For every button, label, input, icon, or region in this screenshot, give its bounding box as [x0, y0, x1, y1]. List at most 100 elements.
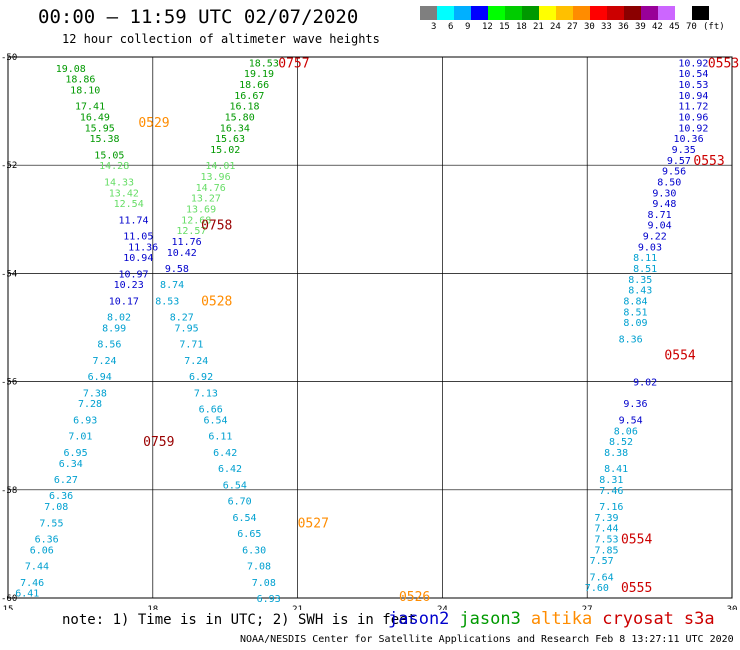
wave-height-point: 8.43 [628, 286, 652, 297]
wave-height-point: 7.08 [44, 502, 68, 513]
wave-height-point: 10.53 [678, 80, 708, 91]
y-tick-label: -56 [1, 378, 17, 388]
wave-height-point: 6.06 [30, 545, 54, 556]
y-tick-label: -50 [1, 53, 17, 63]
wave-height-point: 7.39 [594, 513, 618, 524]
pass-labels: 0757 0529 0758 0528 0759 0527 0526 0553 0553 0554… [138, 56, 739, 605]
x-tick-label: 15 [3, 605, 14, 610]
wave-height-point: 15.02 [210, 145, 240, 156]
color-swatch [505, 6, 522, 20]
wave-height-point: 15.80 [225, 113, 255, 124]
wave-height-point: 8.27 [170, 313, 194, 324]
wave-height-point: 6.11 [208, 432, 232, 443]
color-swatch [471, 6, 488, 20]
wave-height-point: 6.27 [54, 475, 78, 486]
pass-time-label: 0554 [621, 532, 652, 547]
wave-height-point: 8.99 [102, 324, 126, 335]
wave-height-point: 8.06 [614, 426, 638, 437]
wave-height-point: 6.42 [218, 464, 242, 475]
color-swatch [607, 6, 624, 20]
pass-time-label: 0528 [201, 294, 232, 309]
color-swatch [539, 6, 556, 20]
wave-height-point: 8.09 [623, 318, 647, 329]
wave-height-point: 12.57 [176, 226, 206, 237]
wave-height-point: 18.86 [65, 75, 95, 86]
color-scale-label: 33 [601, 22, 612, 32]
pass-time-label: 0553 [708, 56, 739, 71]
wave-height-point: 16.18 [229, 102, 259, 113]
wave-height-point: 17.41 [75, 102, 105, 113]
wave-height-point: 10.17 [109, 296, 139, 307]
wave-height-point: 7.44 [594, 524, 618, 535]
wave-height-point: 6.94 [88, 372, 112, 383]
wave-height-point: 13.27 [191, 194, 221, 205]
wave-height-point: 18.66 [239, 80, 269, 91]
wave-height-point: 8.11 [633, 253, 657, 264]
wave-height-point: 9.35 [672, 145, 696, 156]
wave-height-point: 8.74 [160, 280, 184, 291]
pass-time-label: 0553 [693, 154, 724, 169]
wave-height-point: 7.01 [68, 432, 92, 443]
wave-height-point: 10.94 [678, 91, 708, 102]
wave-height-point: 6.95 [64, 448, 88, 459]
color-swatch [624, 6, 641, 20]
legend-entry: cryosat [602, 609, 674, 629]
wave-height-point: 11.72 [678, 102, 708, 113]
wave-height-point: 6.92 [189, 372, 213, 383]
color-scale-label: 9 [465, 22, 471, 32]
satellite-legend: jason2 jason3 altika cryosat s3a [388, 609, 725, 629]
color-scale-label: 42 [652, 22, 663, 32]
wave-height-point: 7.46 [20, 578, 44, 589]
wave-height-point: 14.33 [104, 177, 134, 188]
wave-height-point: 14.01 [205, 161, 235, 172]
wave-height-point: 8.52 [609, 437, 633, 448]
color-swatch [590, 6, 607, 20]
chart-subtitle: 12 hour collection of altimeter wave hei… [62, 32, 380, 46]
wave-height-point: 10.97 [118, 269, 148, 280]
wave-height-point: 8.53 [155, 296, 179, 307]
wave-height-point: 9.02 [633, 378, 657, 389]
wave-height-point: 9.48 [652, 199, 676, 210]
wave-height-plot: 15 18 21 24 27 30 -50 -52 -54 -56 -58 -60 19.0818.8… [1, 53, 739, 610]
wave-height-point: 12.68 [181, 215, 211, 226]
wave-height-point: 7.24 [92, 356, 116, 367]
wave-height-point: 6.54 [223, 480, 247, 491]
color-scale-label: (ft) [703, 22, 725, 32]
wave-height-point: 6.70 [228, 497, 252, 508]
pass-time-label: 0529 [138, 116, 169, 131]
wave-height-point: 7.53 [594, 534, 618, 545]
x-tick-label: 18 [147, 605, 158, 610]
wave-height-point: 8.35 [628, 275, 652, 286]
color-scale-label: 70 [686, 22, 697, 32]
wave-height-point: 10.96 [678, 113, 708, 124]
color-scale-label: 30 [584, 22, 595, 32]
legend-entry: jason2 [388, 609, 450, 629]
y-tick-label: -58 [1, 486, 17, 496]
wave-height-point: 15.95 [85, 123, 115, 134]
wave-height-point: 10.94 [123, 253, 153, 264]
x-tick-label: 24 [437, 605, 448, 610]
wave-height-point: 10.36 [674, 134, 704, 145]
pass-time-label: 0554 [664, 349, 695, 364]
wave-height-point: 6.93 [257, 594, 281, 605]
wave-height-point: 9.30 [652, 188, 676, 199]
y-tick-label: -54 [1, 269, 17, 279]
color-swatch [641, 6, 658, 20]
wave-height-point: 18.10 [70, 85, 100, 96]
pass-time-label: 0555 [621, 581, 652, 596]
wave-height-point: 8.38 [604, 448, 628, 459]
wave-height-point: 8.31 [599, 475, 623, 486]
wave-height-point: 6.36 [49, 491, 73, 502]
wave-height-point: 15.63 [215, 134, 245, 145]
wave-height-point: 9.36 [623, 399, 647, 410]
wave-height-point: 10.92 [678, 123, 708, 134]
wave-height-point: 12.54 [114, 199, 144, 210]
wave-height-point: 6.54 [232, 513, 256, 524]
wave-height-point: 7.64 [590, 572, 614, 583]
wave-height-point: 6.65 [237, 529, 261, 540]
wave-height-point: 8.51 [623, 307, 647, 318]
wave-height-point: 7.38 [83, 388, 107, 399]
color-swatch [675, 6, 692, 20]
legend-entry: jason3 [459, 609, 521, 629]
wave-height-point: 6.54 [203, 415, 227, 426]
